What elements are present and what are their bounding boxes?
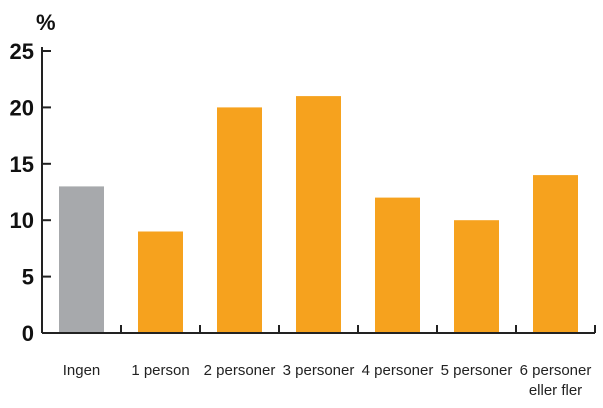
bars-group <box>59 96 578 334</box>
y-tick-label: 10 <box>10 208 34 233</box>
x-tick-label: 5 personer <box>441 362 513 379</box>
x-tick-label: 2 personer <box>204 362 276 379</box>
y-axis-unit-label: % <box>36 10 56 35</box>
y-tick-label: 5 <box>22 265 34 290</box>
x-tick-label: Ingen <box>63 362 101 379</box>
y-tick-label: 0 <box>22 321 34 346</box>
bar <box>296 96 341 333</box>
y-tick-label: 25 <box>10 39 34 64</box>
y-tick-label: 15 <box>10 152 34 177</box>
x-tick-label: 4 personer <box>362 362 434 379</box>
x-tick-label: 6 personer eller fler <box>520 362 592 399</box>
bar <box>217 107 262 334</box>
x-tick-label: 1 person <box>131 362 189 379</box>
x-tick-label: 3 personer <box>283 362 355 379</box>
bar <box>454 220 499 333</box>
bar <box>533 175 578 333</box>
bar <box>138 231 183 333</box>
y-tick-label: 20 <box>10 95 34 120</box>
y-axis: 0 5 10 15 20 25 <box>10 39 51 346</box>
bar <box>375 197 420 333</box>
bar <box>59 186 104 333</box>
x-axis: Ingen 1 person 2 personer 3 personer 4 perso… <box>42 325 596 399</box>
